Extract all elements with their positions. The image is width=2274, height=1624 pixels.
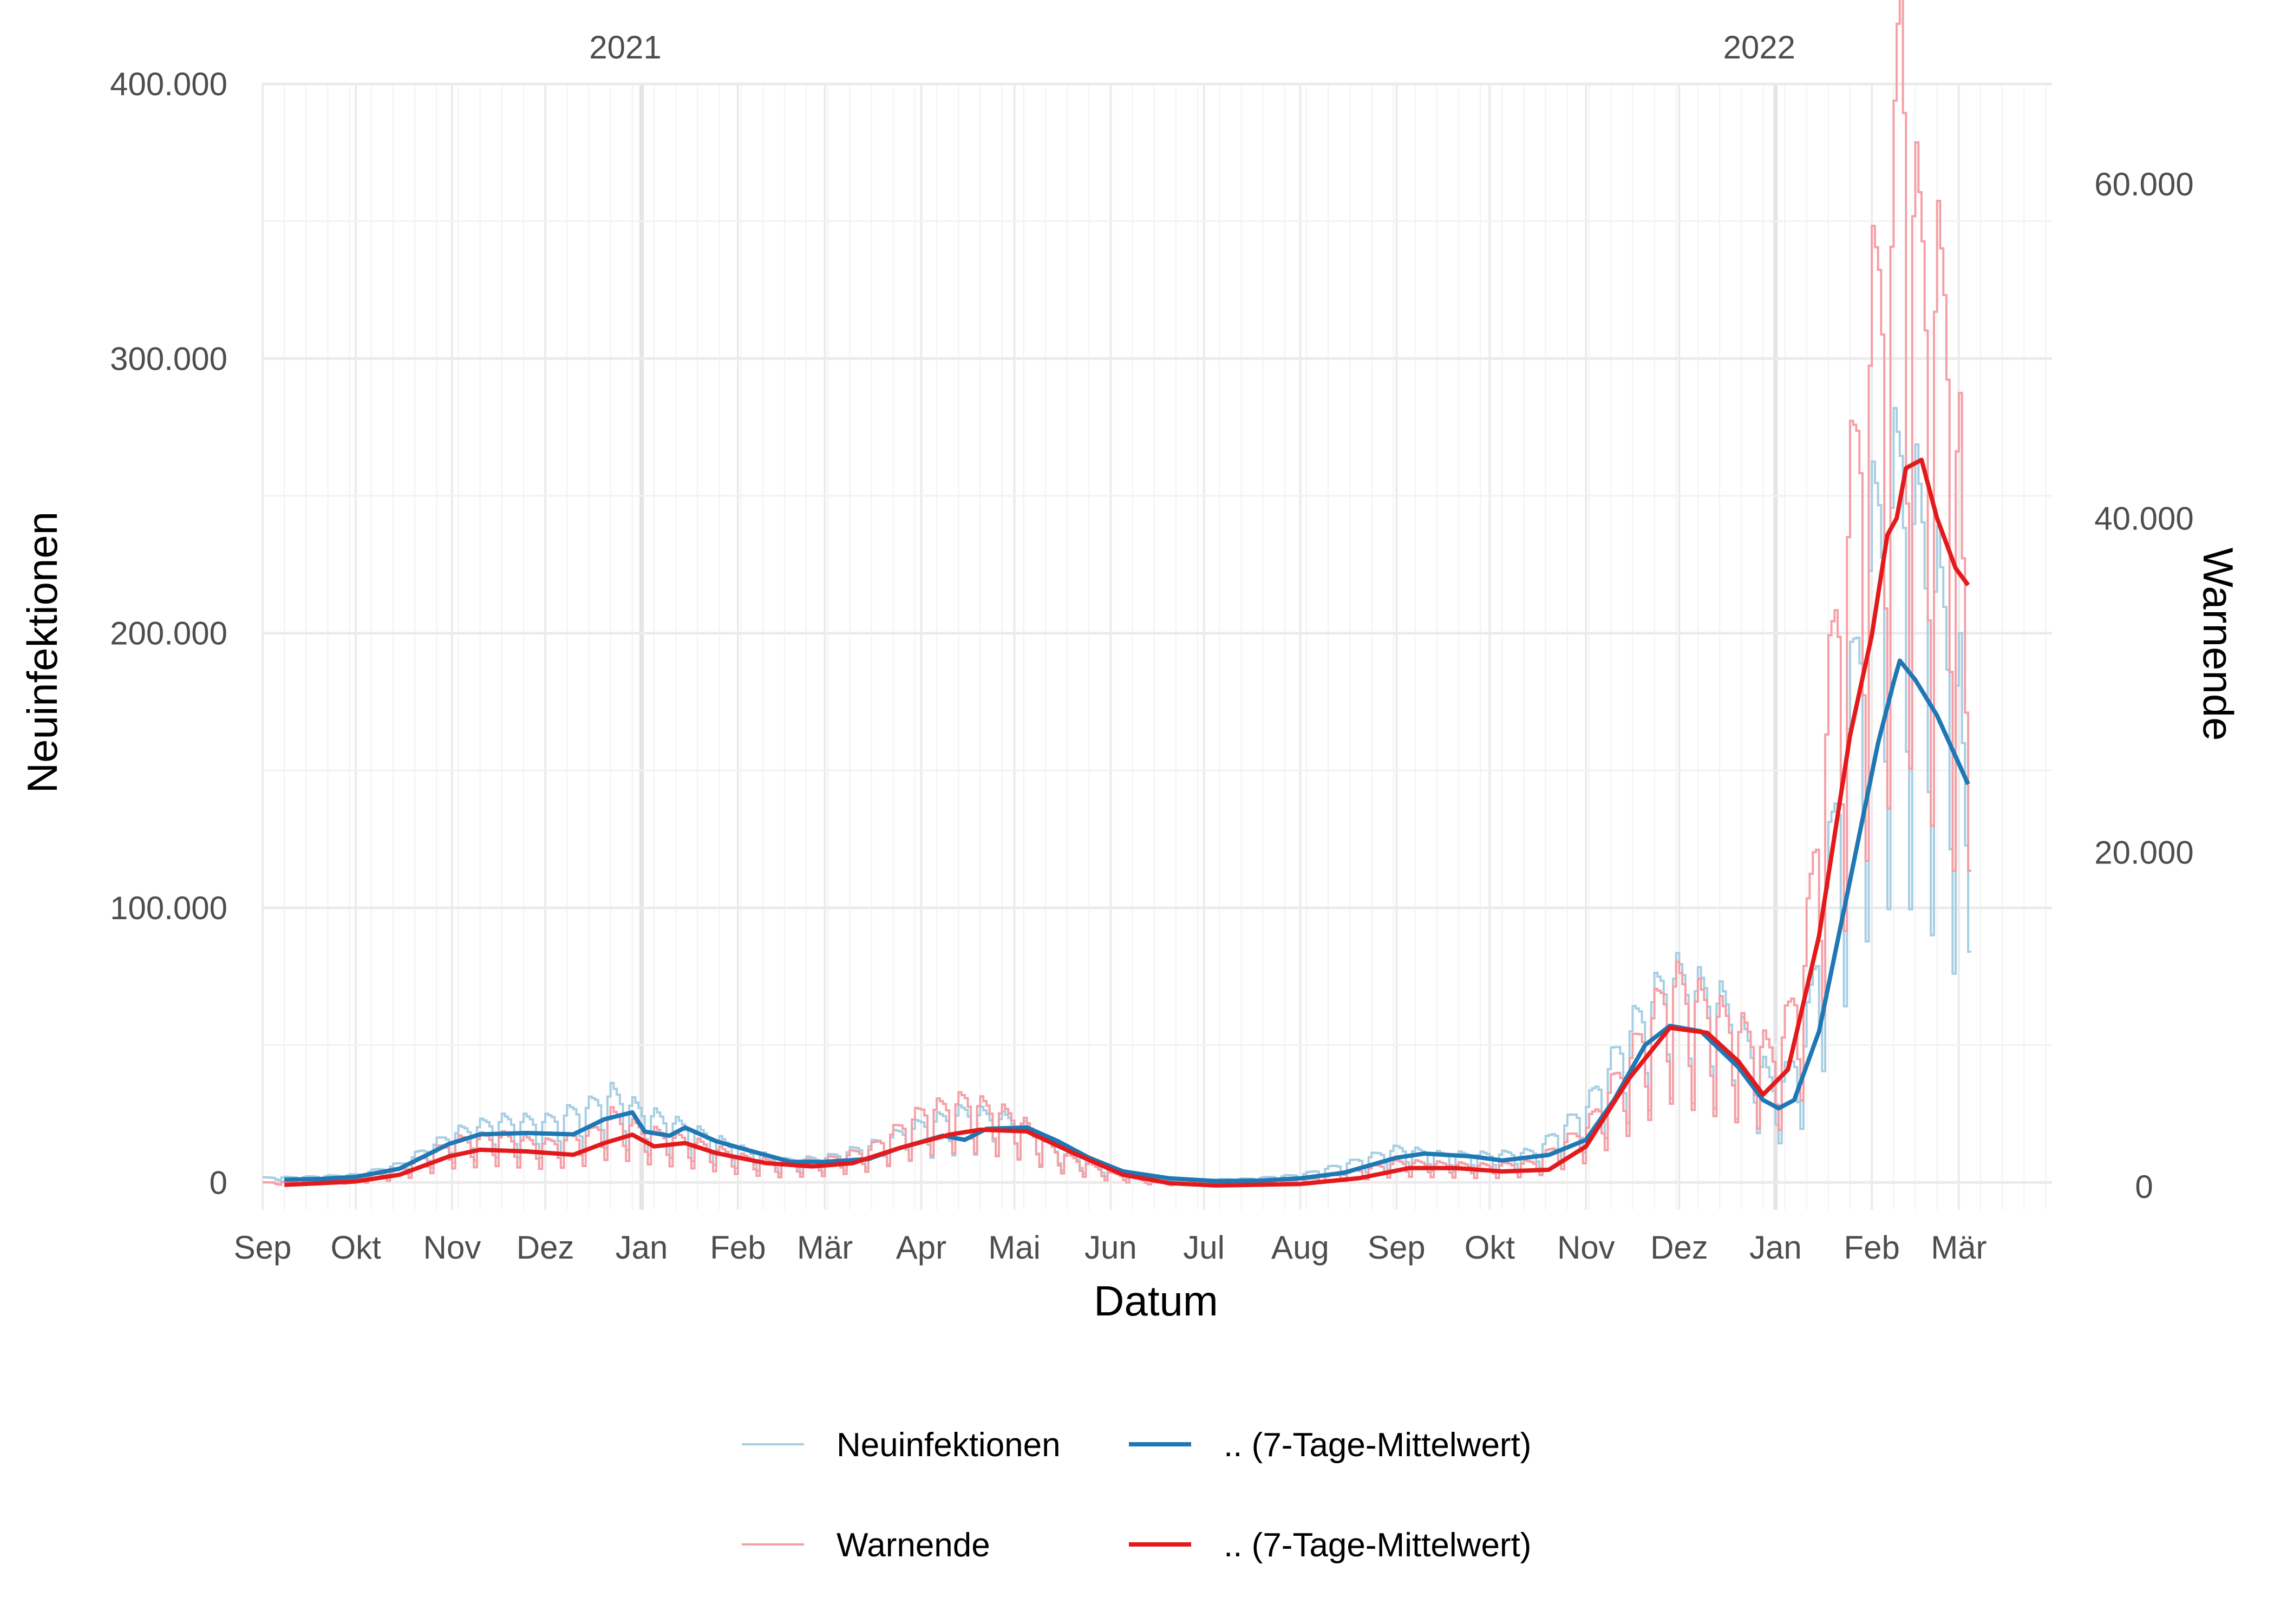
- x-tick-label: Jul: [1183, 1229, 1225, 1266]
- y-axis-title-left: Neuinfektionen: [18, 512, 66, 793]
- legend: Neuinfektionen .. (7-Tage-Mittelwert) Warn…: [742, 1426, 1531, 1564]
- x-tick-label: Feb: [710, 1229, 766, 1266]
- y-tick-label: 200.000: [110, 615, 227, 652]
- x-tick-label: Feb: [1844, 1229, 1900, 1266]
- series-line-2: [263, 0, 1971, 1187]
- series-line-1: [284, 658, 1970, 1183]
- x-tick-label: Nov: [1557, 1229, 1615, 1266]
- grid-lines: [262, 82, 2052, 1210]
- legend-label: .. (7-Tage-Mittelwert): [1224, 1527, 1531, 1564]
- x-tick-label: Nov: [423, 1229, 481, 1266]
- series-line-0: [263, 407, 1971, 1183]
- x-tick-label: Jun: [1084, 1229, 1137, 1266]
- y-axis-title-right: Warnende: [2194, 548, 2242, 741]
- x-tick-label: Sep: [1368, 1229, 1426, 1266]
- x-axis-title: Datum: [1094, 1277, 1218, 1325]
- series-layer: [263, 0, 1971, 1188]
- y-tick-label: 300.000: [110, 340, 227, 377]
- year-label: 2022: [1723, 29, 1795, 66]
- year-label: 2021: [589, 29, 661, 66]
- x-tick-label: Sep: [234, 1229, 292, 1266]
- year-labels: 2021 2022: [589, 29, 1795, 66]
- legend-label: .. (7-Tage-Mittelwert): [1224, 1426, 1531, 1464]
- y2-tick-label: 0: [2135, 1169, 2153, 1205]
- x-tick-label: Dez: [517, 1229, 574, 1266]
- x-tick-label: Mär: [797, 1229, 853, 1266]
- x-tick-label: Okt: [1465, 1229, 1515, 1266]
- y2-tick-label: 60.000: [2094, 166, 2194, 202]
- x-tick-label: Mär: [1931, 1229, 1987, 1266]
- y-tick-label: 400.000: [110, 66, 227, 102]
- y-tick-label: 100.000: [110, 890, 227, 926]
- x-tick-label: Okt: [330, 1229, 381, 1266]
- x-tick-label: Aug: [1271, 1229, 1329, 1266]
- x-tick-label: Jan: [616, 1229, 668, 1266]
- legend-label: Warnende: [837, 1527, 990, 1564]
- legend-label: Neuinfektionen: [837, 1426, 1061, 1464]
- series-line-3: [284, 457, 1970, 1188]
- y-axis-left: 0 100.000 200.000 300.000 400.000: [110, 66, 227, 1201]
- x-tick-label: Mai: [988, 1229, 1041, 1266]
- x-tick-label: Dez: [1650, 1229, 1708, 1266]
- x-axis: Sep Okt Nov Dez Jan Feb Mär Apr Mai Jun Jul Aug Sep O…: [234, 1229, 1987, 1266]
- y-tick-label: 0: [210, 1164, 227, 1201]
- y2-tick-label: 40.000: [2094, 500, 2194, 536]
- x-tick-label: Jan: [1749, 1229, 1802, 1266]
- y2-tick-label: 20.000: [2094, 835, 2194, 871]
- y-axis-right: 0 20.000 40.000 60.000: [2094, 166, 2194, 1205]
- x-tick-label: Apr: [896, 1229, 946, 1266]
